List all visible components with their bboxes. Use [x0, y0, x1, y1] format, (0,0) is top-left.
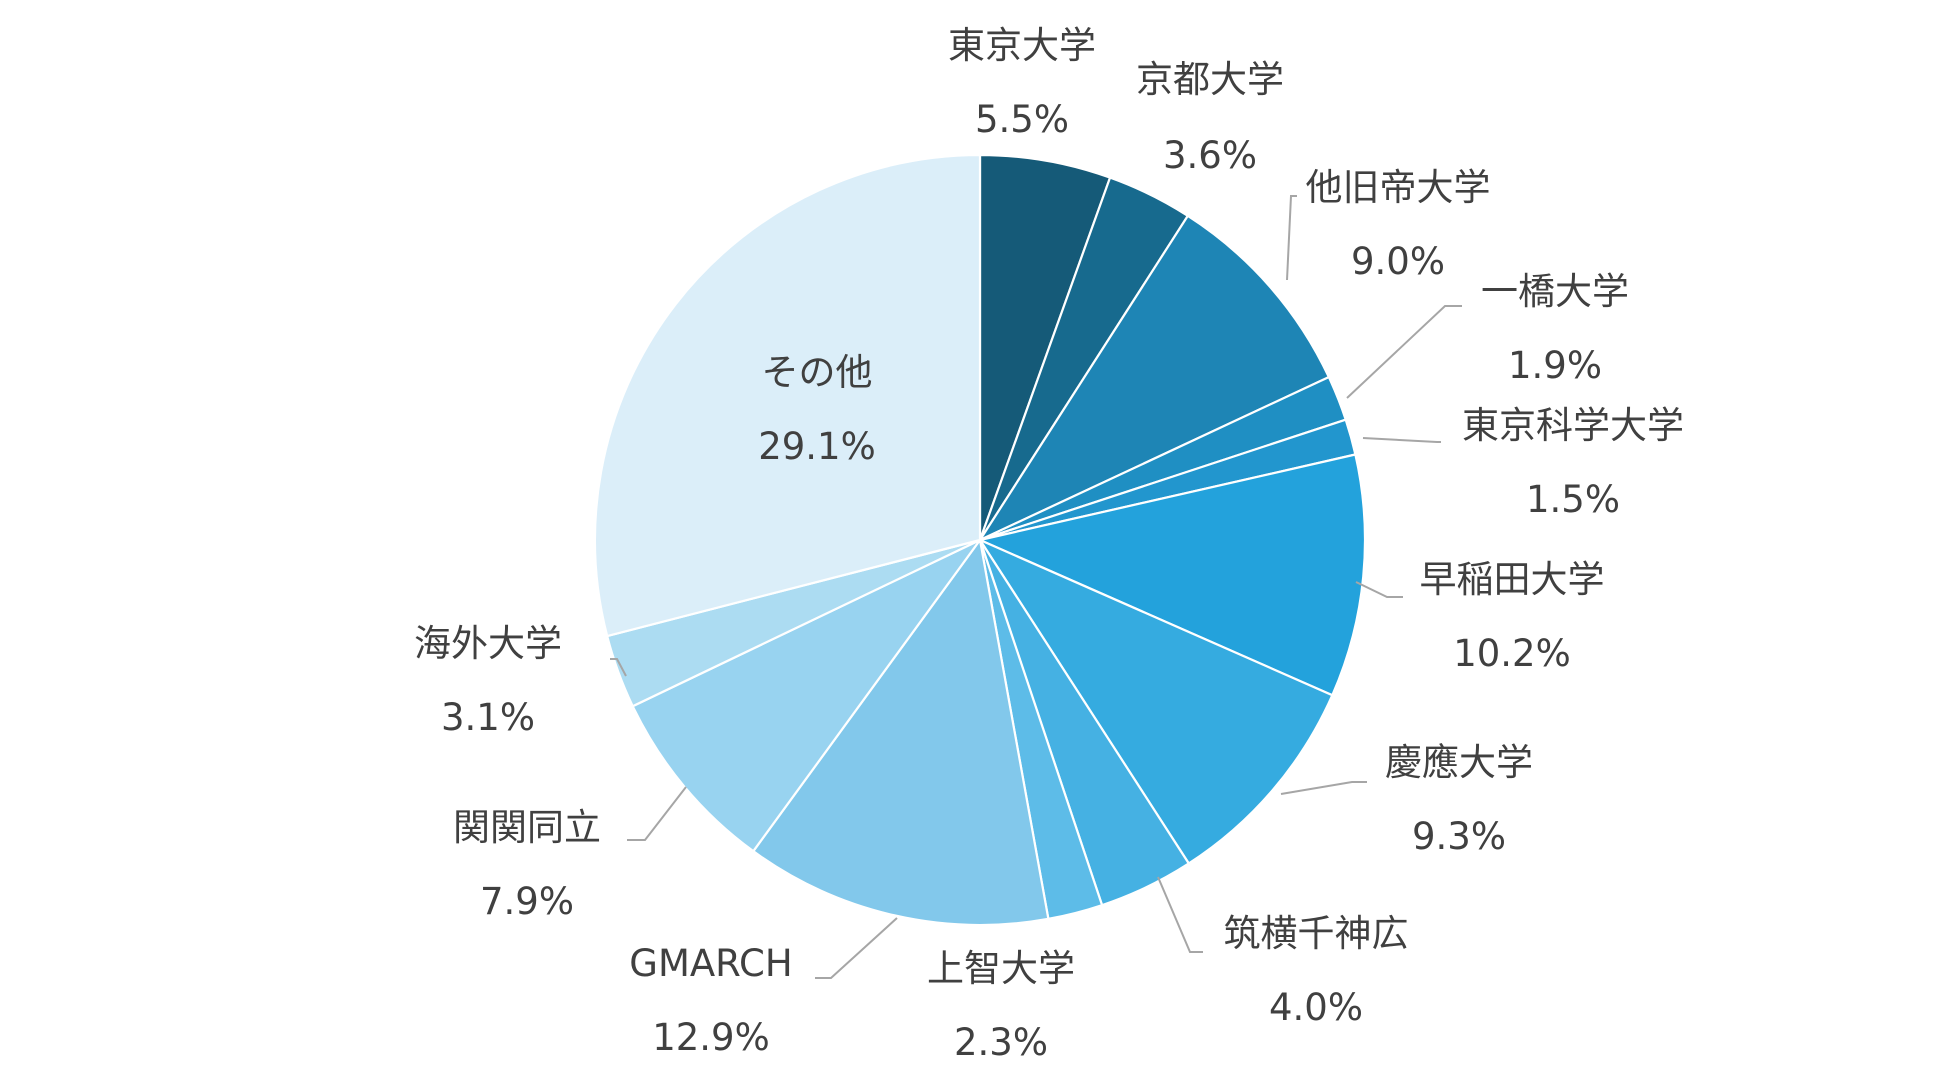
- leader-line-3: [1286, 195, 1297, 281]
- slice-value-8: 4.0%: [1269, 986, 1363, 1029]
- slice-value-7: 9.3%: [1412, 815, 1506, 858]
- slice-label-5: 東京科学大学: [1462, 404, 1684, 447]
- slice-label-7: 慶應大学: [1385, 741, 1533, 784]
- slice-label-11: 関関同立: [453, 806, 601, 849]
- slice-value-10: 12.9%: [652, 1016, 770, 1059]
- pie-slice-1: [978, 153, 1112, 541]
- slice-value-2: 3.6%: [1163, 134, 1257, 177]
- leader-line-12: [610, 658, 627, 677]
- leader-lines: [610, 195, 1462, 979]
- pie-slice-11: [631, 539, 981, 853]
- slice-value-12: 3.1%: [441, 696, 535, 739]
- leader-line-10: [815, 917, 898, 979]
- slice-label-12: 海外大学: [414, 622, 562, 665]
- slice-value-4: 1.9%: [1508, 344, 1602, 387]
- slice-value-1: 5.5%: [975, 98, 1069, 141]
- slice-label-8: 筑横千神広: [1224, 912, 1409, 955]
- slice-label-4: 一橋大学: [1481, 270, 1629, 313]
- slice-label-1: 東京大学: [948, 24, 1096, 67]
- slice-label-6: 早稲田大学: [1420, 558, 1605, 601]
- pie-slice-6: [976, 453, 1367, 697]
- slice-label-2: 京都大学: [1136, 58, 1284, 101]
- slice-label-10: GMARCH: [629, 942, 792, 985]
- slice-value-9: 2.3%: [954, 1021, 1048, 1064]
- slice-label-9: 上智大学: [927, 947, 1075, 990]
- leader-line-7: [1280, 781, 1367, 795]
- pie-slice-7: [977, 537, 1334, 865]
- slice-value-13: 29.1%: [758, 425, 876, 468]
- slice-value-5: 1.5%: [1526, 478, 1620, 521]
- slice-value-11: 7.9%: [480, 880, 574, 923]
- pie-slice-13: [593, 153, 982, 638]
- pie-slice-3: [977, 214, 1331, 543]
- leader-line-6: [1355, 581, 1403, 598]
- pie-slices: [593, 153, 1367, 927]
- leader-line-5: [1362, 437, 1441, 443]
- slice-label-13: その他: [762, 351, 873, 394]
- slice-value-3: 9.0%: [1351, 240, 1445, 283]
- slice-value-6: 10.2%: [1453, 632, 1571, 675]
- leader-line-11: [627, 786, 687, 841]
- data-labels: 東京大学 5.5% 京都大学 3.6% 他旧帝大学 9.0% 一橋大学 1.9% 東京科学大学 1…: [414, 24, 1684, 1064]
- leader-line-4: [1346, 305, 1462, 399]
- leader-line-8: [1157, 876, 1203, 953]
- pie-slice-10: [751, 537, 1050, 927]
- slice-label-3: 他旧帝大学: [1306, 166, 1491, 209]
